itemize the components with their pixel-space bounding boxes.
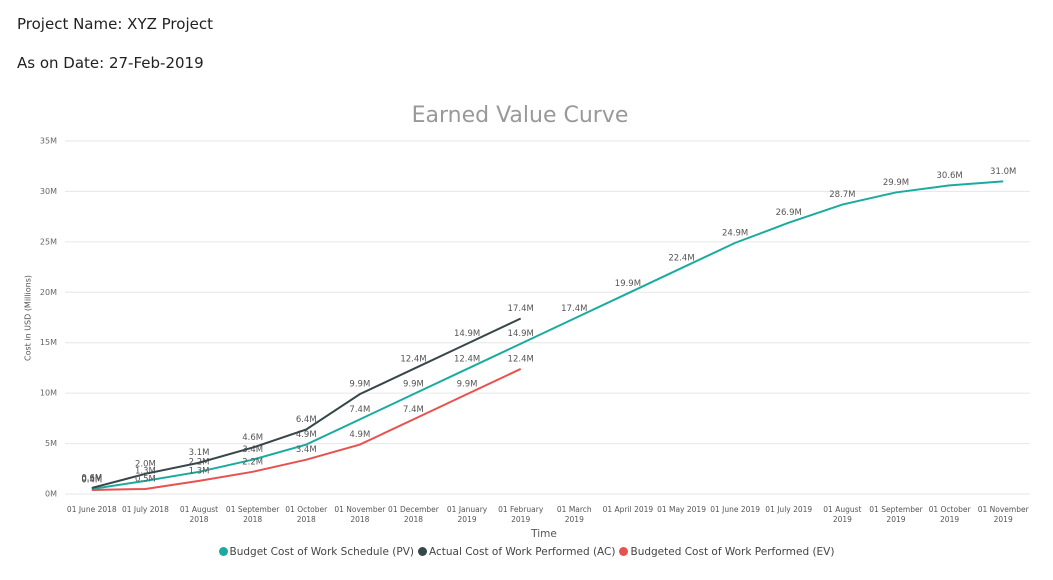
x-tick-label: 01 December 2018 [388,505,439,524]
data-label: 3.4M [296,445,317,455]
data-label: 14.9M [508,329,534,339]
y-axis-label: Cost in USD (Millions) [24,275,33,361]
legend-label: Budget Cost of Work Schedule (PV) [229,546,414,558]
data-label: 31.0M [990,167,1016,177]
x-tick-label: 01 May 2019 [657,505,706,514]
series-line [91,317,522,489]
x-tick-label: 01 July 2019 [765,505,813,514]
data-label: 0.6M [81,473,102,483]
x-tick-label: 01 August 2018 [179,505,219,524]
y-tick-label: 5M [45,439,57,448]
data-label: 4.9M [296,430,317,440]
project-name: Project Name: XYZ Project [17,15,213,33]
data-label: 9.9M [457,380,478,390]
data-label: 2.2M [242,457,263,467]
data-label: 2.0M [135,459,156,469]
y-tick-label: 20M [40,288,57,297]
data-label: 9.9M [349,380,370,390]
data-label: 3.1M [189,448,210,458]
y-tick-label: 0M [45,490,57,499]
x-axis-label: Time [530,528,557,540]
data-label: 12.4M [454,354,480,364]
data-label: 3.4M [242,445,263,455]
data-label: 0.5M [135,474,156,484]
x-tick-label: 01 September 2019 [869,505,923,524]
as-on-date: As on Date: 27-Feb-2019 [17,54,204,72]
y-tick-label: 25M [40,237,57,246]
legend-item: Budget Cost of Work Schedule (PV) [218,546,414,558]
data-label: 17.4M [508,304,534,314]
data-label: 4.9M [349,430,370,440]
series-line [91,368,522,491]
data-label: 1.3M [189,466,210,476]
data-label: 6.4M [296,415,317,425]
x-tick-label: 01 March 2019 [556,505,592,524]
y-tick-label: 10M [40,389,57,398]
x-tick-label: 01 September 2018 [225,505,280,524]
x-tick-label: 01 June 2019 [710,505,760,514]
chart-title: Earned Value Curve [412,103,629,128]
y-tick-label: 15M [40,338,57,347]
legend-item: Actual Cost of Work Performed (AC) [417,546,616,558]
legend-label: Actual Cost of Work Performed (AC) [428,546,616,558]
data-label: 1.3M [135,466,156,476]
x-tick-label: 01 February 2019 [498,505,544,524]
legend-item: Budgeted Cost of Work Performed (EV) [619,546,834,558]
x-tick-label: 01 October 2019 [928,505,971,524]
data-label: 30.6M [936,171,962,181]
data-label: 7.4M [349,405,370,415]
series-line [91,180,1004,490]
data-label: 14.9M [454,329,480,339]
data-label: 4.6M [242,433,263,443]
y-tick-label: 30M [40,187,57,196]
x-tick-label: 01 October 2018 [285,505,328,524]
y-tick-label: 35M [40,137,57,146]
data-label: 22.4M [668,254,694,264]
legend-swatch [417,547,427,556]
x-tick-label: 01 November 2018 [334,505,386,524]
data-label: 0.5M [81,474,102,484]
data-label: 12.4M [508,354,534,364]
x-tick-label: 01 April 2019 [602,505,654,514]
data-label: 19.9M [615,279,641,289]
x-tick-label: 01 June 2018 [66,505,117,514]
data-label: 17.4M [561,304,587,314]
data-label: 29.9M [883,178,909,188]
x-tick-label: 01 August 2019 [823,505,862,524]
x-tick-label: 01 November 2019 [977,505,1029,524]
data-label: 28.7M [829,190,855,200]
data-label: 9.9M [403,380,424,390]
data-label: 7.4M [403,405,424,415]
legend-label: Budgeted Cost of Work Performed (EV) [630,546,835,558]
data-label: 26.9M [776,208,802,218]
legend: Budget Cost of Work Schedule (PV) Actual … [0,546,1053,558]
data-label: 12.4M [400,354,426,364]
data-label: 0.4M [81,475,102,485]
legend-swatch [619,547,629,556]
data-label: 24.9M [722,228,748,238]
x-tick-label: 01 July 2018 [121,505,169,514]
x-tick-label: 01 January 2019 [446,505,488,524]
legend-swatch [218,547,228,556]
